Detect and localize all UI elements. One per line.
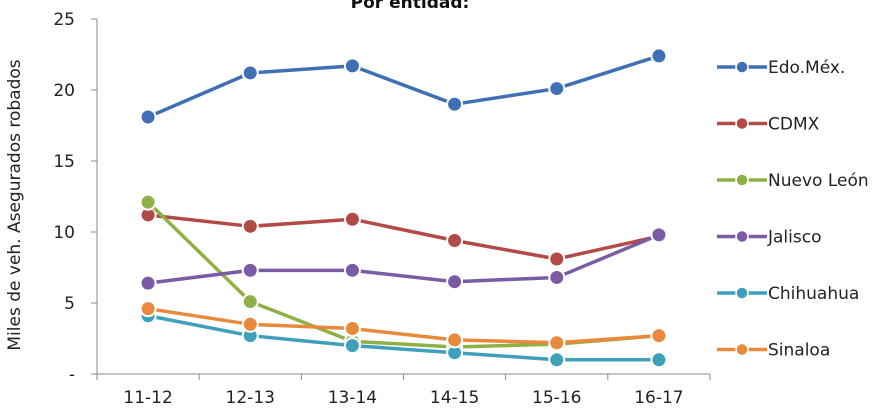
data-point [343,337,361,355]
y-tick-label: 20 [53,81,75,101]
y-tick-label: 15 [53,152,75,172]
legend: Edo.Méx. CDMX Nuevo León Jalisco Chihuahua Si… [717,58,869,361]
data-point [241,261,259,279]
legend-item: Edo.Méx. [717,58,845,78]
data-point [139,108,157,126]
data-point [650,327,668,345]
chart-title: Por entidad: [351,0,470,13]
series-line [146,306,661,345]
x-tick-label: 14-15 [430,388,479,408]
legend-label: Nuevo León [768,171,869,191]
y-tick-label: 5 [64,294,75,314]
data-point [650,351,668,369]
legend-item: Chihuahua [717,284,859,304]
data-point [446,95,464,113]
series-4 [139,307,668,369]
y-axis-label: Miles de veh. Asegurados robados [5,59,25,350]
data-point [446,331,464,349]
legend-item: Jalisco [717,228,821,248]
data-point [548,250,566,268]
data-point [241,315,259,333]
series-5 [139,300,668,352]
series-1 [139,206,668,268]
y-tick-label: 10 [53,223,75,243]
legend-swatch-marker [735,229,749,244]
x-tick-label: 15-16 [532,388,581,408]
data-point [343,57,361,75]
data-point [446,273,464,291]
data-point [241,293,259,311]
data-point [446,232,464,250]
data-point [139,274,157,292]
data-point [548,80,566,98]
series-0 [139,47,668,126]
legend-item: Nuevo León [717,171,869,191]
x-tick-label: 16-17 [634,388,683,408]
legend-swatch-marker [735,173,749,187]
data-point [650,226,668,244]
axes: - 5 10 15 20 25 11-12 12-13 13-14 14-15 15-16 16-17 [53,10,711,408]
x-tick-label: 13-14 [328,388,377,408]
data-point [650,47,668,65]
data-point [241,217,259,235]
series-line [146,54,661,119]
legend-swatch-marker [735,60,749,74]
series-3 [139,226,668,292]
legend-label: Edo.Méx. [768,58,845,78]
y-tick-label: 25 [53,10,75,30]
data-point [139,193,157,211]
x-tick-label: 11-12 [123,388,172,408]
data-point [548,268,566,286]
legend-item: CDMX [717,115,820,135]
data-point [241,64,259,82]
data-point [548,351,566,369]
data-point [548,334,566,352]
data-point [343,261,361,279]
legend-label: Sinaloa [768,341,830,361]
series-line [146,314,661,362]
data-point [343,210,361,228]
series-layer [139,47,668,369]
series-line [146,213,661,261]
legend-label: Jalisco [767,228,821,248]
legend-swatch-marker [735,342,749,357]
data-point [139,300,157,318]
legend-swatch-marker [735,286,749,300]
x-tick-label: 12-13 [226,388,275,408]
legend-label: CDMX [768,115,820,135]
legend-swatch-marker [735,116,749,131]
data-point [343,320,361,338]
series-line [146,233,661,285]
y-tick-label: - [69,365,75,385]
legend-label: Chihuahua [768,284,859,304]
legend-item: Sinaloa [717,341,830,361]
